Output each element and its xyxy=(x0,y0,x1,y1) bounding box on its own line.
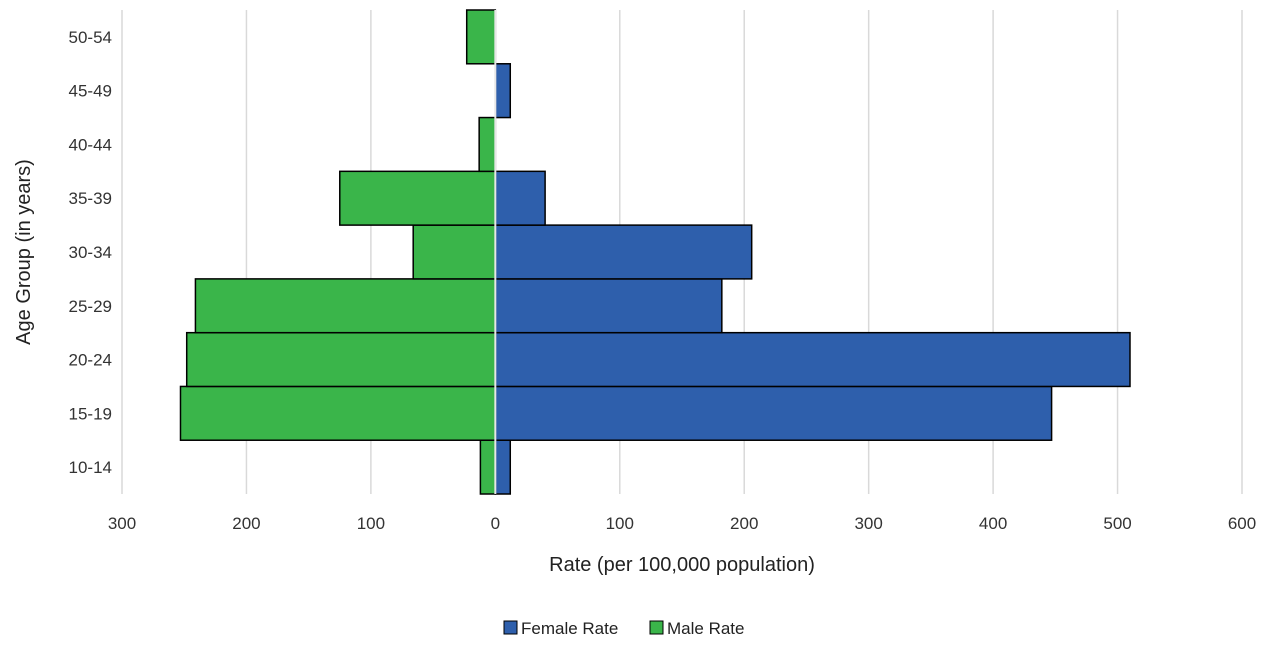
y-tick-label: 45-49 xyxy=(69,82,112,101)
y-tick-label: 20-24 xyxy=(69,351,112,370)
x-tick-label: 200 xyxy=(232,514,260,533)
legend-swatch xyxy=(649,620,664,635)
x-tick-label: 400 xyxy=(979,514,1007,533)
y-axis-title: Age Group (in years) xyxy=(13,159,35,345)
male-bar-25-29 xyxy=(194,278,497,334)
female-bar-15-19 xyxy=(494,385,1053,441)
y-tick-labels: 10-14 15-19 20-24 25-29 30-34 35-39 40-44 45-49… xyxy=(69,28,112,477)
legend-swatch xyxy=(503,620,518,635)
female-bar-20-24 xyxy=(494,331,1131,388)
y-tick-label: 15-19 xyxy=(69,404,112,423)
y-tick-label: 25-29 xyxy=(69,297,112,316)
legend-label: Female Rate xyxy=(521,619,618,638)
x-axis-title: Rate (per 100,000 population) xyxy=(549,554,815,576)
x-tick-labels: 300 200 100 0 100 200 300 400 500 600 xyxy=(108,514,1256,533)
legend: Female Rate Male Rate xyxy=(503,619,744,638)
male-bar-40-44 xyxy=(478,116,497,173)
y-tick-label: 30-34 xyxy=(69,243,112,262)
female-bar-45-49 xyxy=(494,63,512,119)
x-tick-label: 0 xyxy=(491,514,500,533)
male-bar-20-24 xyxy=(185,331,497,388)
x-tick-label: 500 xyxy=(1103,514,1131,533)
y-tick-label: 10-14 xyxy=(69,458,112,477)
bars xyxy=(179,9,1131,495)
y-tick-label: 40-44 xyxy=(69,135,112,154)
female-bar-35-39 xyxy=(494,170,546,226)
legend-label: Male Rate xyxy=(667,619,744,638)
y-tick-label: 50-54 xyxy=(69,28,112,47)
male-bar-10-14 xyxy=(479,439,497,495)
x-tick-label: 600 xyxy=(1228,514,1256,533)
female-bar-30-34 xyxy=(494,224,753,280)
male-bar-15-19 xyxy=(179,385,497,441)
male-bar-50-54 xyxy=(465,9,497,65)
male-bar-35-39 xyxy=(339,170,497,226)
x-tick-label: 200 xyxy=(730,514,758,533)
x-tick-label: 100 xyxy=(357,514,385,533)
female-bar-25-29 xyxy=(494,278,723,334)
female-bar-10-14 xyxy=(494,439,512,495)
x-tick-label: 100 xyxy=(606,514,634,533)
x-tick-label: 300 xyxy=(108,514,136,533)
y-tick-label: 35-39 xyxy=(69,189,112,208)
x-tick-label: 300 xyxy=(854,514,882,533)
male-bar-30-34 xyxy=(412,224,497,280)
